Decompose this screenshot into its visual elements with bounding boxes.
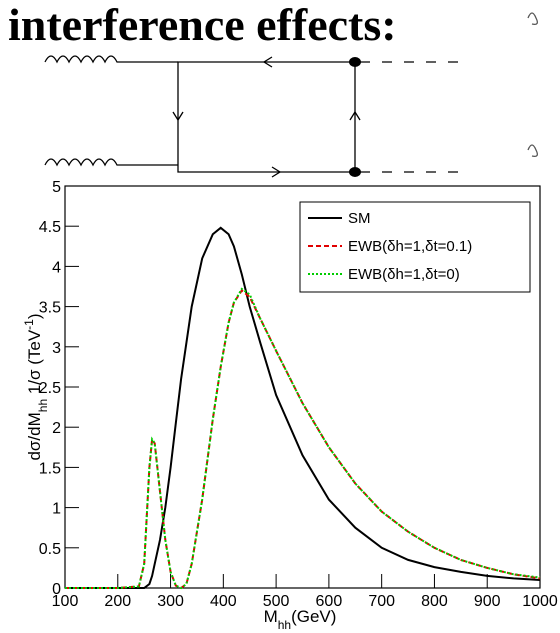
gluon [44, 55, 178, 64]
x-tick-label: 700 [368, 593, 395, 610]
y-axis-label-part: dσ/dM [25, 412, 44, 460]
arrow [262, 56, 273, 68]
quark-loop [177, 61, 356, 173]
x-tick-label: 200 [104, 593, 131, 610]
y-tick-label: 4 [52, 259, 61, 276]
x-tick-label: 300 [157, 593, 184, 610]
y-tick-label: 2.5 [39, 380, 61, 397]
x-axis-label-part: (GeV) [291, 607, 336, 626]
y-tick-label: 3.5 [39, 300, 61, 317]
x-axis-label-part: hh [278, 618, 291, 632]
x-tick-label: 400 [210, 593, 237, 610]
y-axis-label: dσ/dMhh 1/σ (TeV-1) [22, 313, 50, 460]
y-tick-label: 3 [52, 340, 61, 357]
y-tick-label: 0 [52, 581, 61, 598]
arrow [271, 166, 282, 178]
x-tick-label: 800 [421, 593, 448, 610]
series-line [65, 287, 541, 590]
y-tick-label: 1.5 [39, 460, 61, 477]
slide-title: interference effects: [8, 0, 397, 50]
legend-label: SM [348, 210, 371, 227]
y-tick-label: 1 [52, 501, 61, 518]
partial-gluon [527, 12, 538, 158]
vertex [349, 57, 361, 67]
y-axis-label-part: -1 [22, 319, 36, 330]
y-tick-label: 2 [52, 420, 61, 437]
x-tick-label: 500 [263, 593, 290, 610]
y-tick-label: 0.5 [39, 541, 61, 558]
y-axis-label-part: hh [36, 399, 50, 412]
y-tick-label: 4.5 [39, 219, 61, 236]
x-axis-label: Mhh(GeV) [264, 607, 337, 632]
y-axis-label-part: ) [25, 313, 44, 319]
arrow [349, 110, 361, 121]
legend-label: EWB(δh=1,δt=0) [348, 266, 460, 283]
x-tick-label: 600 [316, 593, 343, 610]
x-tick-label: 1000 [522, 593, 558, 610]
gluon [44, 158, 178, 167]
x-axis-label-part: M [264, 607, 278, 626]
x-tick-label: 900 [474, 593, 501, 610]
arrow [172, 111, 184, 122]
chart: 0 0.5 1 1.5 2 2.5 3 3.5 4 4.5 5 100 200 300 400 500 600 7… [22, 179, 558, 632]
series-line [65, 226, 541, 589]
y-axis-label-part: 1/σ (TeV [25, 329, 44, 399]
y-tick-label: 5 [52, 179, 61, 196]
vertex [349, 167, 361, 177]
x-tick-label: 100 [52, 593, 79, 610]
series-line [65, 289, 541, 590]
legend-label: EWB(δh=1,δt=0.1) [348, 238, 472, 255]
higgs-line [360, 61, 470, 173]
